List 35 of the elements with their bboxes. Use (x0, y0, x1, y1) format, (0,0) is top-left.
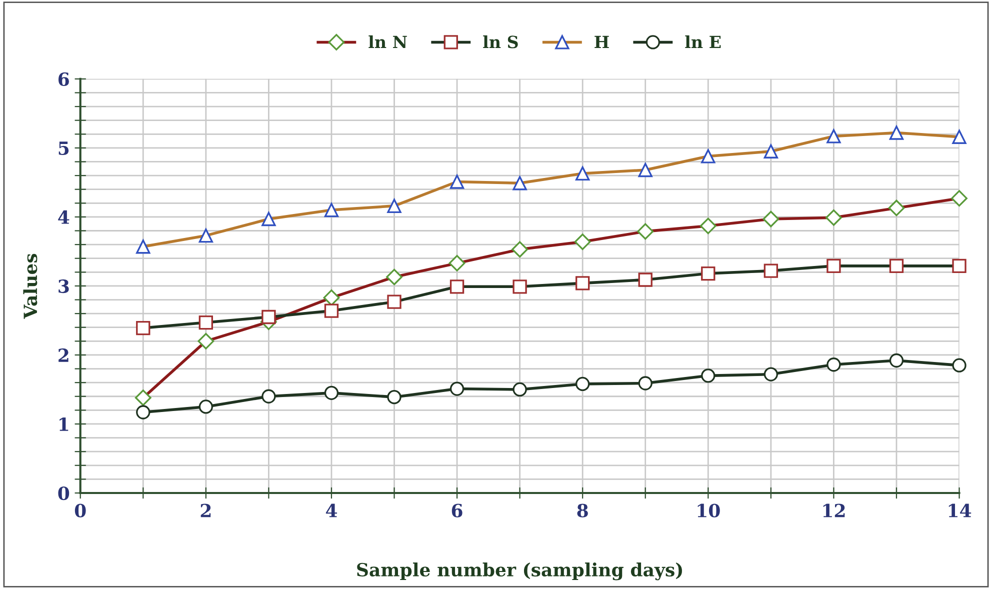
x-tick-label: 4 (326, 504, 338, 518)
point (826, 358, 841, 372)
y-tick-label: 0 (58, 486, 70, 500)
legend-label: ln E (685, 35, 721, 48)
point (387, 390, 402, 404)
point (512, 382, 527, 397)
point (576, 376, 590, 392)
legend-label: ln S (483, 35, 518, 48)
y-tick-label: 2 (58, 348, 68, 362)
x-tick-label: 2 (200, 504, 211, 518)
legend-label: ln N (368, 35, 407, 48)
point (136, 405, 150, 420)
point (638, 376, 652, 390)
x-tick-label: 14 (948, 504, 972, 518)
y-tick-label: 4 (58, 210, 70, 224)
x-tick-label: 12 (823, 504, 845, 518)
y-tick-label: 5 (58, 142, 69, 156)
point (198, 400, 213, 414)
point (262, 389, 276, 404)
x-tick-label: 6 (452, 504, 462, 518)
x-tick-label: 0 (74, 504, 86, 518)
point (450, 382, 464, 396)
x-tick-label: 8 (577, 504, 588, 518)
point (701, 368, 716, 383)
point (889, 353, 904, 368)
y-tick-label: 3 (58, 279, 69, 294)
legend-label: H (594, 36, 609, 48)
y-tick-label: 1 (60, 417, 68, 431)
y-axis-title: Values (23, 254, 38, 319)
x-tick-label: 10 (698, 504, 720, 518)
x-axis-title: Sample number (sampling days) (357, 562, 682, 580)
point (324, 386, 339, 400)
point (952, 358, 966, 372)
point (764, 367, 778, 382)
y-tick-label: 6 (58, 72, 69, 86)
